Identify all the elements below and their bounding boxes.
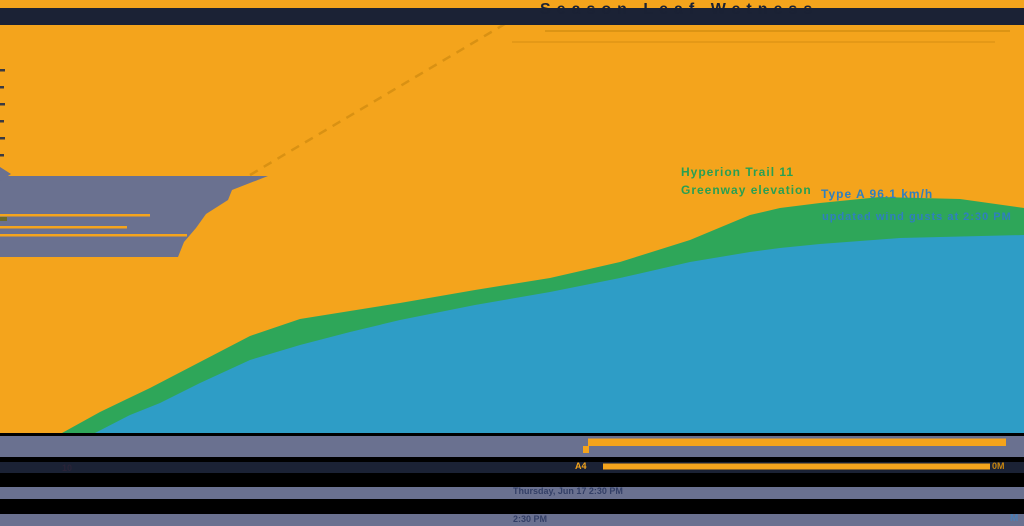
y-axis-tick-fragments <box>0 69 5 157</box>
footer-orange-notch <box>583 446 589 453</box>
top-rule-line-1 <box>545 30 1010 32</box>
footer-black-1 <box>0 433 1024 436</box>
footer-slate-3 <box>0 514 1024 526</box>
left-edge-olive-mark <box>0 217 7 221</box>
title-band <box>0 8 1024 25</box>
footer-slate-2 <box>0 487 1024 499</box>
footer-bottom-right-fragment: M <box>1010 513 1019 524</box>
footer-time-label: 2:30 PM <box>513 514 548 524</box>
footer-orange-bar-1 <box>588 438 1006 446</box>
footer-bands <box>0 433 1024 526</box>
green-series-label-line1: Hyperion Trail 11 <box>681 165 795 179</box>
footer-navy-fragment-right: 0M <box>992 461 1005 471</box>
footer-black-3 <box>0 473 1024 487</box>
wedge-gap-line-3 <box>0 234 187 237</box>
footer-navy-left-text: 10 <box>62 463 73 473</box>
blue-series-label-line2: updated wind gusts at 2:30 PM <box>822 211 1012 223</box>
footer-navy <box>0 462 1024 473</box>
chart-title: Season Leaf Wetness <box>540 1 819 18</box>
blue-series-label-line1: Type A 96.1 km/h <box>821 187 934 201</box>
green-series-label-line2: Greenway elevation <box>681 183 812 197</box>
footer-navy-fragment-left: A4 <box>575 461 587 471</box>
left-edge-arrow-icon <box>0 167 11 181</box>
blue-area <box>95 235 1024 433</box>
footer-orange-bar-2 <box>603 463 990 470</box>
footer-black-4 <box>0 499 1024 514</box>
diagonal-trace-line <box>249 13 521 177</box>
footer-date-label: Thursday, Jun 17 2:30 PM <box>513 486 623 496</box>
top-rule-line-2 <box>512 41 995 43</box>
footer-black-2 <box>0 457 1024 462</box>
wedge-gap-line-1 <box>0 214 150 217</box>
wedge-gap-line-2 <box>0 226 127 229</box>
